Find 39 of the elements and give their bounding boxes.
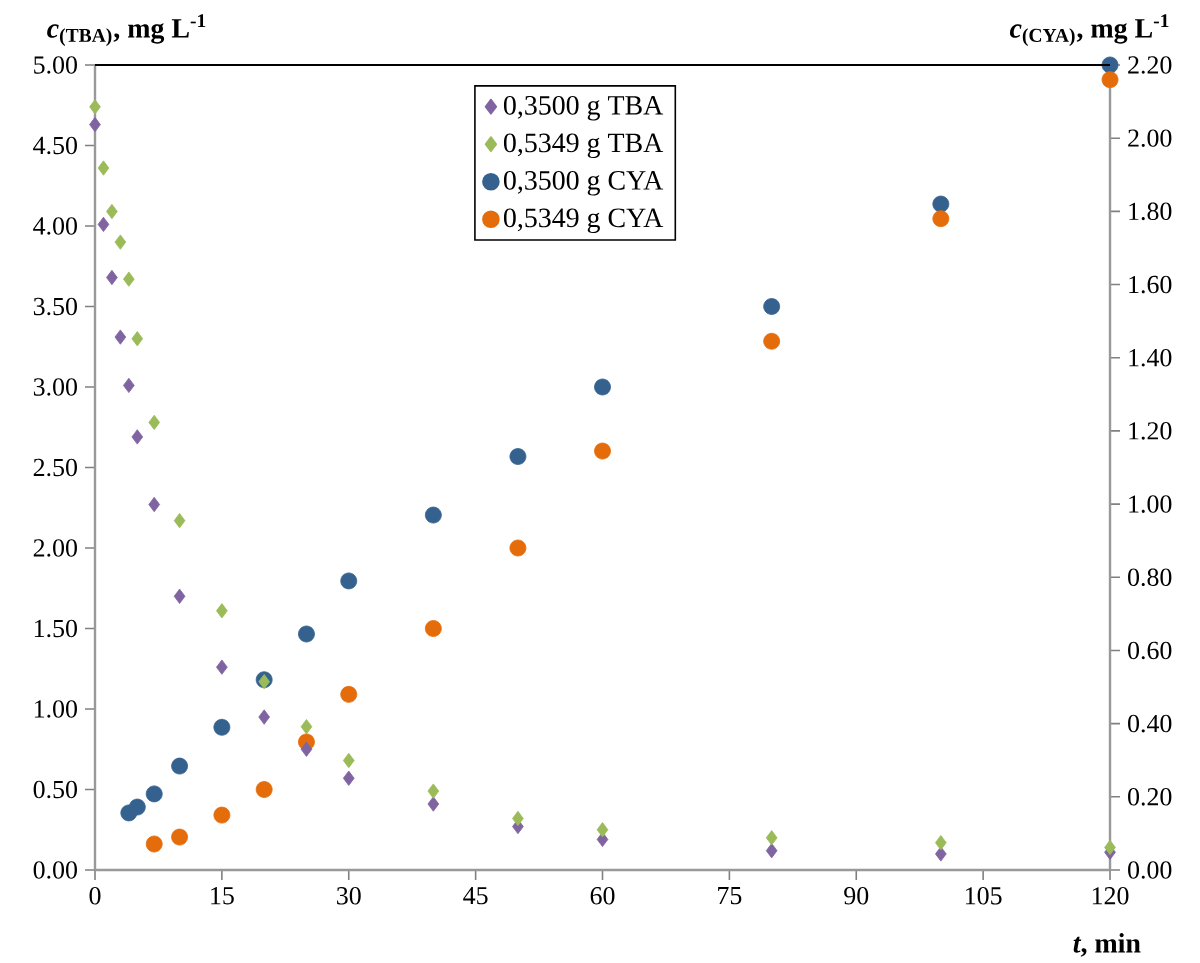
y2-axis-title: c$_{(CYA)}$, mg L$^{-1}$ xyxy=(1009,14,1169,46)
y2-tick-label: 0.20 xyxy=(1128,787,1172,806)
y2-tick-label: 1.40 xyxy=(1129,348,1172,367)
y-tick-label: 5.00 xyxy=(34,56,77,74)
y2-tick-label: 1.00 xyxy=(1129,495,1172,513)
legend-label: 0,3500 g TBA xyxy=(503,95,664,121)
y-tick-label: 4.50 xyxy=(33,136,77,155)
y2-tick-label: 0.60 xyxy=(1128,641,1172,660)
y2-tick-label: 0.40 xyxy=(1128,714,1172,733)
y-tick-label: 3.50 xyxy=(33,297,77,316)
y2-tick-label: 2.20 xyxy=(1128,56,1172,74)
legend-label: 0,5349 g CYA xyxy=(503,208,664,233)
y-tick-label: 0.50 xyxy=(33,780,77,799)
x-axis-title: t, min xyxy=(1073,932,1141,957)
x-tick-label: 30 xyxy=(337,886,361,905)
y2-tick-label: 0.80 xyxy=(1128,568,1172,586)
x-tick-label: 0 xyxy=(89,886,101,905)
legend-label: 0,5349 g TBA xyxy=(503,133,664,158)
y-tick-label: 2.50 xyxy=(33,458,77,477)
x-tick-label: 45 xyxy=(463,886,488,905)
x-tick-label: 120 xyxy=(1092,886,1129,905)
x-tick-label: 90 xyxy=(844,886,869,905)
legend-label: 0,3500 g CYA xyxy=(503,170,664,196)
x-tick-label: 75 xyxy=(718,886,742,905)
y2-tick-label: 1.60 xyxy=(1129,275,1172,294)
y2-tick-label: 1.80 xyxy=(1129,202,1172,220)
y-tick-label: 1.00 xyxy=(34,700,77,718)
y-tick-label: 3.00 xyxy=(33,378,77,396)
y2-tick-label: 2.00 xyxy=(1128,129,1172,147)
y-tick-label: 0.00 xyxy=(33,861,77,879)
y-tick-label: 2.00 xyxy=(33,539,77,557)
y2-tick-label: 1.20 xyxy=(1129,421,1172,440)
y-axis-title: c$_{(TBA)}$, mg L$^{-1}$ xyxy=(47,14,206,46)
x-tick-label: 15 xyxy=(211,886,234,905)
y-tick-label: 4.00 xyxy=(33,217,77,235)
x-tick-label: 105 xyxy=(965,886,1002,905)
y2-tick-label: 0.00 xyxy=(1128,861,1172,879)
y-tick-label: 1.50 xyxy=(34,619,77,638)
x-tick-label: 60 xyxy=(590,886,615,905)
